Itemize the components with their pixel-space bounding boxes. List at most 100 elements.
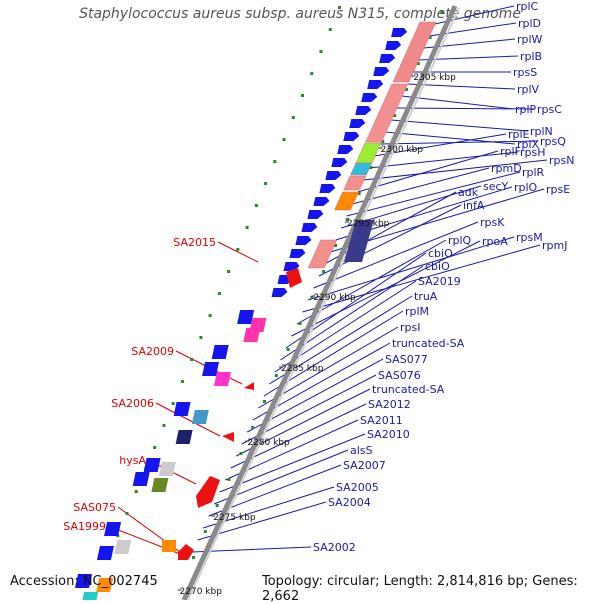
gc-dot — [134, 490, 138, 493]
gene-label-rpln: rplN — [530, 125, 553, 138]
gc-dot — [215, 504, 219, 507]
gene-label-infa: infA — [463, 199, 485, 212]
gene-block — [75, 574, 92, 588]
gc-dot — [190, 358, 194, 361]
gene-block — [191, 410, 209, 424]
label-leader — [285, 252, 427, 349]
gc-dot — [440, 10, 444, 13]
gc-dot — [227, 270, 231, 273]
gc-dot — [263, 400, 266, 403]
gc-dot — [357, 192, 361, 195]
gene-arrow — [283, 262, 300, 271]
gene-label-rpld: rplD — [518, 17, 541, 30]
gene-block — [104, 522, 122, 536]
gene-arrow — [271, 288, 288, 297]
gc-dot — [274, 374, 278, 377]
label-leader — [307, 236, 515, 301]
gene-block — [114, 540, 132, 554]
gene-block — [334, 191, 360, 211]
gc-dot — [180, 380, 184, 383]
gene-label-rpsh: rpsH — [520, 146, 546, 159]
gc-dot — [393, 114, 397, 117]
gc-dot — [291, 116, 295, 119]
gene-arrow — [289, 249, 306, 258]
gene-label-rplv: rplV — [517, 83, 540, 96]
gc-dot — [236, 248, 240, 251]
gc-dot — [310, 72, 314, 75]
gene-block — [211, 345, 229, 359]
ruler-label: 2305 kbp — [413, 73, 456, 83]
gene-arrow — [295, 236, 312, 245]
gene-label-truncated-sa: truncated-SA — [392, 337, 465, 350]
gc-dot — [322, 270, 326, 273]
gene-block — [365, 83, 409, 143]
gc-dot — [338, 6, 341, 9]
gc-dot — [282, 138, 286, 141]
gene-block — [213, 372, 231, 386]
gene-label-rplf: rplF — [500, 145, 521, 158]
gene-label-rplo: rplO — [514, 181, 538, 194]
accession-text: Accession: NC_002745 — [10, 574, 158, 589]
gene-block — [286, 268, 302, 288]
gc-dot — [171, 402, 175, 405]
ruler-label: 2280 kbp — [247, 438, 290, 448]
label-leader — [357, 150, 499, 193]
gene-arrow — [361, 93, 378, 102]
gene-label-sa2011: SA2011 — [360, 414, 403, 427]
gc-dot — [381, 140, 385, 143]
label-leader — [291, 240, 481, 337]
gene-block — [178, 544, 194, 560]
gene-label-secy: secY — [483, 180, 509, 193]
gene-label-sa2010: SA2010 — [367, 428, 410, 441]
gene-label-rpsm: rpsM — [516, 231, 543, 244]
gc-dot — [286, 348, 290, 351]
gene-label-rpsc: rpsC — [537, 103, 562, 116]
gene-label-truncated-sa: truncated-SA — [372, 383, 445, 396]
gc-dot — [227, 478, 231, 481]
gene-label-rpse: rpsE — [546, 183, 570, 196]
gene-block — [173, 402, 191, 416]
label-leader — [192, 546, 312, 553]
gene-arrow — [391, 28, 408, 37]
left-gene-labels: SA2015 SA2009 SA2006 hysA SAS075 SA1999 — [63, 236, 216, 533]
label-leader — [390, 119, 529, 132]
gene-block — [96, 546, 114, 560]
label-leader — [374, 133, 507, 157]
right-gene-labels: rplC rplD rplW rplB rpsS rplV rplP rpsC rplNrplX… — [313, 0, 574, 554]
gene-label-sa2004: SA2004 — [328, 496, 371, 509]
gc-dot — [162, 424, 166, 427]
page-title: Staphylococcus aureus subsp. aureus N315… — [79, 6, 521, 22]
label-leader — [396, 107, 536, 110]
label-leader — [407, 83, 516, 90]
kbp-ruler: 2305 kbp 2300 kbp 2295 kbp 2290 kbp 2285 kbp… — [177, 73, 456, 597]
gene-label-sas075: SAS075 — [73, 501, 116, 514]
gc-dot — [203, 530, 207, 533]
gc-dot — [153, 446, 157, 449]
label-leader — [313, 221, 479, 289]
gene-label-rplx: rplX — [517, 138, 540, 151]
gc-dot — [251, 426, 255, 429]
gc-dot — [369, 166, 373, 169]
ruler-label: 2270 kbp — [180, 587, 223, 597]
gene-block — [196, 476, 220, 508]
label-leader — [368, 151, 519, 169]
gene-block — [355, 142, 382, 164]
gc-dot — [345, 218, 349, 221]
gene-label-rplp: rplP — [515, 103, 537, 116]
gene-features — [75, 21, 437, 600]
gene-block — [222, 432, 234, 442]
gc-dot — [254, 204, 258, 207]
gene-arrow — [355, 106, 372, 115]
gene-label-rpoa: rpoA — [482, 235, 508, 248]
gene-label-hysa: hysA — [119, 454, 146, 467]
gene-label-rplr: rplR — [522, 166, 545, 179]
gene-label-sa2007: SA2007 — [343, 459, 386, 472]
label-leader — [352, 167, 490, 205]
gene-arrow — [331, 158, 348, 167]
gene-arrow — [307, 210, 324, 219]
genome-backbone — [181, 4, 458, 600]
gc-dot — [264, 182, 268, 185]
gc-dot — [273, 160, 277, 163]
gc-dot — [298, 322, 302, 325]
gene-arrow — [301, 223, 318, 232]
